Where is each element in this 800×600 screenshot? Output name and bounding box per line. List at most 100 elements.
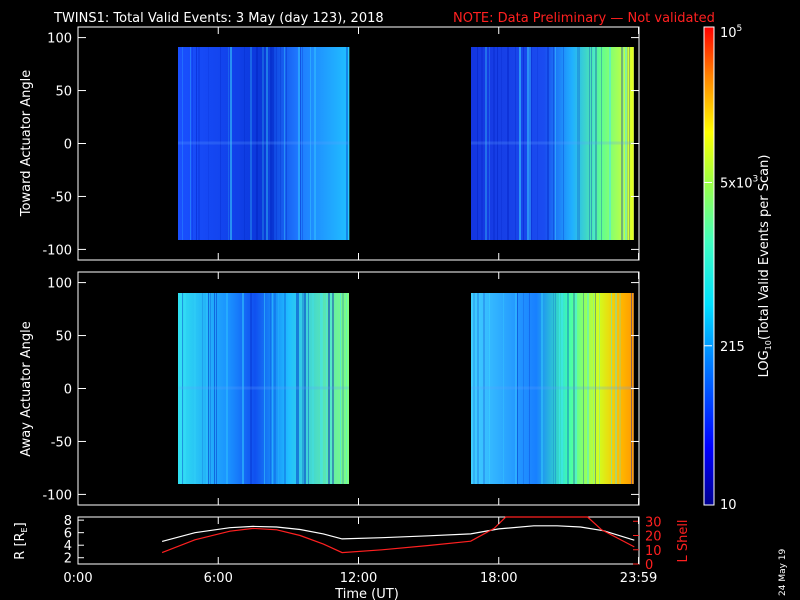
heatmap-stripe (519, 47, 521, 240)
panel-away-interval-1 (178, 293, 349, 484)
colorbar-label-rest: (Total Valid Events per Scan) (757, 155, 772, 341)
heatmap-stripe (579, 47, 580, 240)
heatmap-stripe (300, 47, 301, 240)
heatmap-stripe (599, 293, 600, 484)
heatmap-stripe (192, 47, 193, 240)
heatmap-stripe (340, 293, 341, 484)
lshell-line (161, 516, 635, 554)
heatmap-stripe (342, 293, 344, 484)
panel-toward-ylabel: Toward Actuator Angle (19, 70, 34, 217)
heatmap-stripe (196, 47, 197, 240)
panel-away: -100 -50 0 50 100 Away Actuator Angle (19, 271, 640, 506)
heatmap-stripe (198, 47, 200, 240)
x-tick-label: 6:00 (204, 571, 233, 586)
heatmap-stripe (619, 293, 621, 484)
panel-away-y-ticks: -100 -50 0 50 100 (42, 277, 639, 503)
heatmap-stripe (330, 293, 332, 484)
y-tick-label: -100 (42, 488, 72, 503)
radius-axis-label: R [RE] (13, 522, 29, 559)
heatmap-stripe (304, 293, 306, 484)
heatmap-stripe (320, 293, 322, 484)
x-tick-label: 12:00 (340, 571, 377, 586)
y-tick-label: 50 (55, 330, 72, 345)
heatmap-stripe (595, 47, 597, 240)
heatmap-stripe (182, 47, 183, 240)
lshell-tick-label: 0 (645, 558, 653, 573)
heatmap-stripe (527, 47, 529, 240)
heatmap-stripe (473, 293, 475, 484)
heatmap-stripe (553, 47, 554, 240)
heatmap-stripe (194, 293, 196, 484)
radius-tick-label: 6 (64, 527, 72, 542)
y-tick-label: 50 (55, 85, 72, 100)
y-tick-label: 100 (47, 32, 72, 47)
lshell-tick-label: 10 (645, 544, 662, 559)
heatmap-stripe (296, 293, 298, 484)
heatmap-stripe (531, 47, 532, 240)
panel-toward-y-ticks: -100 -50 0 50 100 (42, 32, 639, 258)
heatmap-stripe (298, 293, 299, 484)
panel-away-interval-2 (471, 293, 634, 484)
y-tick-label: -50 (51, 435, 72, 450)
heatmap-stripe (262, 47, 264, 240)
heatmap-stripe (220, 47, 221, 240)
colorbar-label-sub: 10 (764, 340, 773, 350)
heatmap-stripe (515, 47, 516, 240)
heatmap-stripe (270, 47, 272, 240)
heatmap-stripe (308, 293, 309, 484)
heatmap-stripe (310, 47, 311, 240)
heatmap-stripe (244, 47, 245, 240)
heatmap-stripe (547, 47, 549, 240)
heatmap-stripe (501, 47, 502, 240)
heatmap-stripe (529, 293, 530, 484)
heatmap-center-band (178, 141, 349, 145)
heatmap-stripe (593, 47, 595, 240)
heatmap-stripe (270, 293, 271, 484)
heatmap-stripe (507, 47, 509, 240)
x-axis-label: Time (UT) (334, 587, 399, 600)
heatmap-stripe (563, 293, 565, 484)
heatmap-stripe (497, 47, 498, 240)
colorbar-tick-label: 105 (720, 24, 742, 41)
heatmap-stripe (615, 293, 617, 484)
heatmap-stripe (623, 47, 624, 240)
heatmap-stripe (272, 47, 274, 240)
panel-toward: -100 -50 0 50 100 Toward Actuator Angle (19, 26, 640, 261)
heatmap-stripe (190, 47, 191, 240)
heatmap-stripe (208, 47, 209, 240)
colorbar-tick-label: 10 (720, 498, 737, 513)
heatmap-stripe (274, 293, 276, 484)
heatmap-stripe (208, 293, 209, 484)
preliminary-note: NOTE: Data Preliminary — Not validated (453, 11, 715, 26)
heatmap-stripe (264, 293, 265, 484)
panel-toward-interval-1 (178, 47, 349, 240)
heatmap-stripe (184, 293, 186, 484)
heatmap-stripe (180, 293, 182, 484)
heatmap-stripe (242, 293, 244, 484)
y-tick-label: 0 (64, 138, 72, 153)
heatmap-stripe (328, 293, 330, 484)
heatmap-stripe (322, 293, 323, 484)
heatmap-stripe (216, 293, 217, 484)
heatmap-stripe (515, 293, 517, 484)
heatmap-stripe (230, 47, 232, 240)
radius-axis-label-sub: E (20, 527, 29, 532)
x-tick-label: 0:00 (63, 571, 92, 586)
heatmap-stripe (250, 293, 252, 484)
heatmap-stripe (481, 47, 483, 240)
heatmap-stripe (561, 293, 563, 484)
heatmap-stripe (489, 293, 490, 484)
heatmap-stripe (503, 293, 504, 484)
heatmap-center-band (471, 386, 634, 390)
heatmap-stripe (286, 47, 287, 240)
heatmap-stripe (523, 293, 524, 484)
heatmap-stripe (589, 47, 590, 240)
panel-away-ylabel: Away Actuator Angle (19, 321, 34, 456)
panel-toward-stripes (178, 47, 634, 240)
colorbar-label: LOG10(Total Valid Events per Scan) (757, 155, 773, 378)
x-tick-label: 18:00 (480, 571, 517, 586)
y-tick-label: 0 (64, 383, 72, 398)
heatmap-stripe (621, 47, 623, 240)
